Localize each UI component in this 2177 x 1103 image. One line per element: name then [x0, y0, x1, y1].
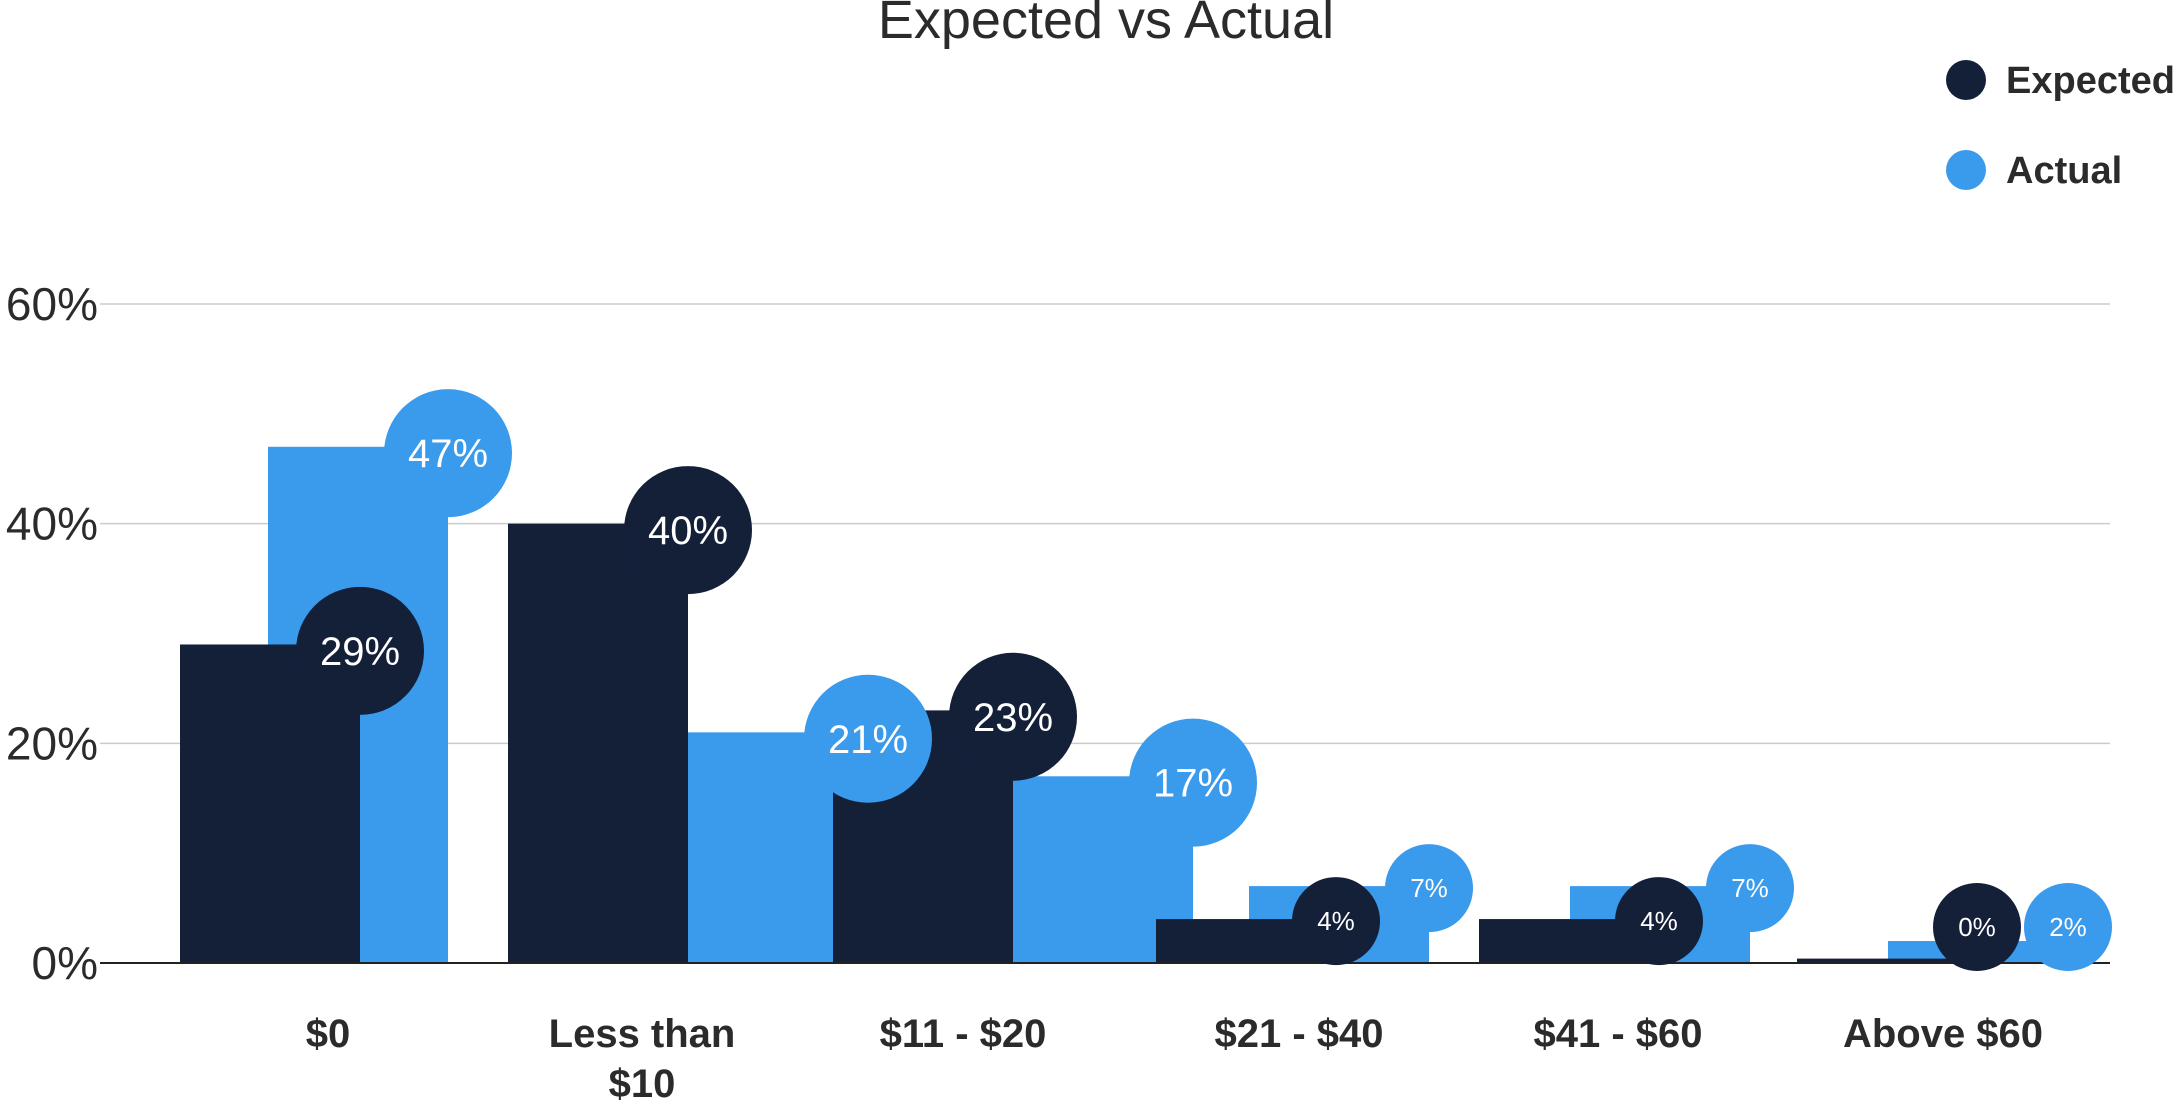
legend[interactable]: Expected Actual: [1946, 60, 2175, 192]
x-category-label: $41 - $60: [1533, 1012, 1702, 1056]
data-label-actual: 17%: [1129, 718, 1257, 847]
data-label-bubble: [1933, 883, 2021, 971]
data-label-text: 7%: [1731, 873, 1769, 903]
data-label-expected: 4%: [1292, 877, 1380, 966]
y-axis-ticks: 0% 20% 40% 60%: [6, 278, 98, 989]
data-label-bubble: [1129, 718, 1257, 847]
x-category-label: Above $60: [1843, 1012, 2043, 1056]
data-label-text: 40%: [648, 509, 728, 553]
data-label-expected: 40%: [624, 466, 752, 595]
x-category-label: $0: [306, 1012, 351, 1056]
data-label-actual: 7%: [1385, 844, 1473, 933]
legend-item-expected[interactable]: Expected: [1946, 60, 2175, 102]
data-label-actual: 7%: [1706, 844, 1794, 933]
legend-item-actual[interactable]: Actual: [1946, 150, 2122, 192]
data-label-bubble: [804, 674, 932, 803]
bar-expected: [508, 523, 688, 963]
data-label-expected: 0%: [1933, 883, 2021, 971]
data-label-actual: 21%: [804, 674, 932, 803]
x-axis-categories: $0 Less than $10 $11 - $20 $21 - $40 $41 - $6…: [306, 1012, 2043, 1103]
data-label-bubble: [949, 652, 1077, 781]
legend-label: Expected: [2006, 60, 2175, 102]
data-label-bubble: [1385, 844, 1473, 933]
data-label-expected: 23%: [949, 652, 1077, 781]
bar-expected: [1797, 958, 1977, 963]
data-label-bubble: [1615, 877, 1703, 966]
chart-title: Expected vs Actual: [878, 0, 1334, 50]
data-label-bubble: [624, 466, 752, 595]
data-label-text: 0%: [1958, 912, 1996, 942]
legend-swatch: [1946, 60, 1986, 100]
data-label-bubble: [1706, 844, 1794, 933]
data-label-text: 17%: [1153, 762, 1233, 806]
x-category-label: $11 - $20: [880, 1012, 1047, 1056]
y-tick-label: 20%: [6, 717, 98, 769]
data-label-actual: 2%: [2024, 883, 2112, 971]
x-category-label: Less than $10: [549, 1012, 736, 1103]
data-label-text: 2%: [2049, 912, 2087, 942]
y-tick-label: 0%: [32, 937, 98, 989]
data-label-bubble: [2024, 883, 2112, 971]
data-label-text: 4%: [1317, 906, 1355, 936]
x-category-label: $21 - $40: [1214, 1012, 1383, 1056]
data-label-expected: 4%: [1615, 877, 1703, 966]
data-label-bubble: [384, 389, 512, 518]
data-label-text: 47%: [408, 432, 488, 476]
legend-swatch: [1946, 150, 1986, 190]
data-label-actual: 47%: [384, 389, 512, 518]
data-label-text: 7%: [1410, 873, 1448, 903]
data-label-bubble: [1292, 877, 1380, 966]
data-labels: 47% 29% 21% 40% 17% 23% 7% 4% 7% 4% 2% 0%: [296, 389, 2112, 971]
legend-label: Actual: [2006, 150, 2122, 192]
y-tick-label: 40%: [6, 498, 98, 550]
y-tick-label: 60%: [6, 278, 98, 330]
data-label-text: 21%: [828, 718, 908, 762]
data-label-text: 23%: [973, 696, 1053, 740]
data-label-text: 4%: [1640, 906, 1678, 936]
data-label-expected: 29%: [296, 586, 424, 715]
data-label-text: 29%: [320, 630, 400, 674]
data-label-bubble: [296, 586, 424, 715]
